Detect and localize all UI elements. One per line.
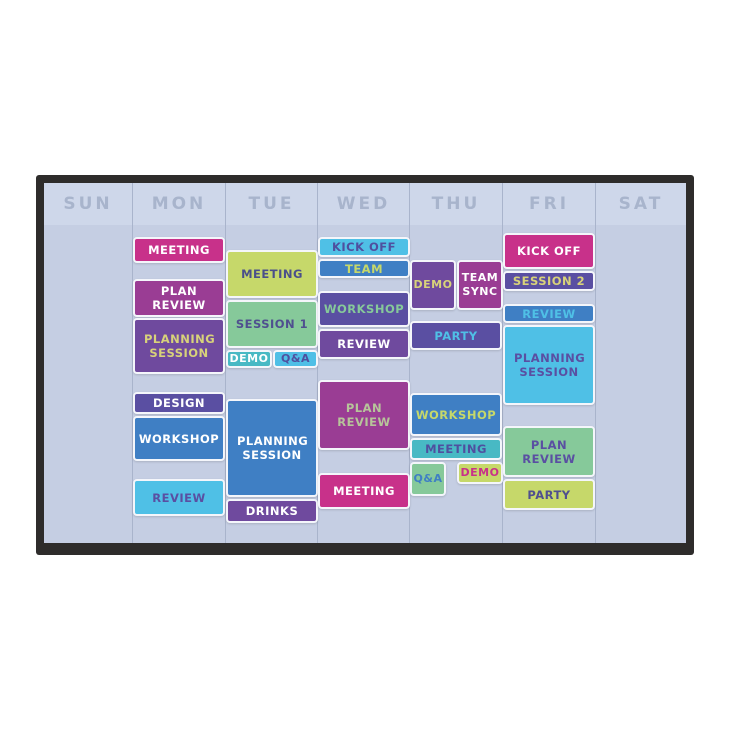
event-card[interactable]: MEETING bbox=[226, 250, 318, 298]
event-label: Q&A bbox=[413, 472, 443, 485]
event-card[interactable]: DEMO bbox=[410, 260, 456, 310]
event-label: REVIEW bbox=[152, 490, 206, 505]
event-label: PLAN REVIEW bbox=[522, 437, 576, 466]
event-label: TEAM bbox=[344, 261, 384, 276]
event-label: REVIEW bbox=[337, 337, 391, 351]
event-label: KICK OFF bbox=[331, 240, 397, 254]
event-card[interactable]: PLAN REVIEW bbox=[503, 426, 595, 477]
event-label: MEETING bbox=[148, 243, 210, 257]
event-card[interactable]: PLAN REVIEW bbox=[133, 279, 225, 317]
event-card[interactable]: DESIGN bbox=[133, 392, 225, 414]
event-label: REVIEW bbox=[522, 306, 576, 321]
event-card[interactable]: WORKSHOP bbox=[318, 291, 410, 327]
event-card[interactable]: SESSION 1 bbox=[226, 300, 318, 348]
weekly-calendar: SUN MON TUE WED THU FRI SAT MEETING PLAN REVIEW P… bbox=[44, 183, 686, 543]
event-label: WORKSHOP bbox=[415, 407, 497, 422]
event-card[interactable]: REVIEW bbox=[133, 479, 225, 516]
event-label: KICK OFF bbox=[516, 244, 582, 258]
event-card[interactable]: PLAN REVIEW bbox=[318, 380, 410, 450]
day-column-sat: SAT bbox=[596, 183, 686, 543]
event-label: PLANNING SESSION bbox=[144, 332, 216, 360]
day-header: THU bbox=[410, 183, 502, 225]
event-card[interactable]: SESSION 2 bbox=[503, 271, 595, 291]
event-card[interactable]: PLANNING SESSION bbox=[133, 318, 225, 374]
event-card[interactable]: PARTY bbox=[410, 321, 502, 350]
day-header: SUN bbox=[44, 183, 132, 225]
event-card[interactable]: MEETING bbox=[318, 473, 410, 509]
event-card[interactable]: REVIEW bbox=[503, 304, 595, 323]
event-label: PARTY bbox=[434, 328, 478, 343]
day-header: TUE bbox=[226, 183, 317, 225]
event-card[interactable]: TEAM bbox=[318, 259, 410, 278]
day-header: WED bbox=[318, 183, 409, 225]
day-column-wed: WED bbox=[318, 183, 410, 543]
day-column-tue: TUE bbox=[226, 183, 318, 543]
event-label: PLAN REVIEW bbox=[337, 401, 391, 429]
event-card[interactable]: Q&A bbox=[410, 462, 446, 496]
event-label: PLANNING SESSION bbox=[514, 351, 586, 379]
event-label: PLANNING SESSION bbox=[237, 434, 309, 462]
event-card[interactable]: DEMO bbox=[226, 350, 272, 368]
day-column-mon: MON bbox=[133, 183, 226, 543]
event-card[interactable]: DRINKS bbox=[226, 499, 318, 523]
event-card[interactable]: WORKSHOP bbox=[133, 416, 225, 461]
event-label: WORKSHOP bbox=[138, 431, 220, 446]
event-label: MEETING bbox=[241, 267, 303, 281]
event-card[interactable]: KICK OFF bbox=[503, 233, 595, 269]
event-card[interactable]: PLANNING SESSION bbox=[503, 325, 595, 405]
event-card[interactable]: MEETING bbox=[410, 438, 502, 460]
event-label: MEETING bbox=[425, 442, 487, 456]
day-header: SAT bbox=[596, 183, 686, 225]
event-label: DEMO bbox=[229, 352, 269, 365]
day-column-fri: FRI bbox=[503, 183, 596, 543]
event-label: Q&A bbox=[281, 352, 310, 365]
event-label: PLAN REVIEW bbox=[152, 284, 206, 312]
event-label: DESIGN bbox=[152, 396, 206, 410]
event-card[interactable]: Q&A bbox=[273, 350, 318, 368]
day-header: FRI bbox=[503, 183, 595, 225]
event-label: PARTY bbox=[527, 487, 571, 502]
event-card[interactable]: PARTY bbox=[503, 479, 595, 510]
event-label: WORKSHOP bbox=[323, 302, 405, 316]
day-column-thu: THU bbox=[410, 183, 503, 543]
event-label: DEMO bbox=[413, 278, 453, 291]
event-label: MEETING bbox=[333, 484, 395, 498]
day-column-sun: SUN bbox=[44, 183, 133, 543]
event-label: DRINKS bbox=[245, 504, 299, 518]
event-card[interactable]: PLANNING SESSION bbox=[226, 399, 318, 497]
day-header: MON bbox=[133, 183, 225, 225]
event-card[interactable]: KICK OFF bbox=[318, 237, 410, 257]
event-label: SESSION 2 bbox=[512, 274, 586, 288]
event-card[interactable]: TEAM SYNC bbox=[457, 260, 503, 310]
event-card[interactable]: REVIEW bbox=[318, 329, 410, 359]
event-card[interactable]: MEETING bbox=[133, 237, 225, 263]
event-card[interactable]: DEMO bbox=[457, 462, 503, 484]
event-label: DEMO bbox=[460, 466, 500, 479]
event-card[interactable]: WORKSHOP bbox=[410, 393, 502, 436]
event-label: SESSION 1 bbox=[235, 317, 309, 331]
event-label: TEAM SYNC bbox=[461, 271, 499, 298]
